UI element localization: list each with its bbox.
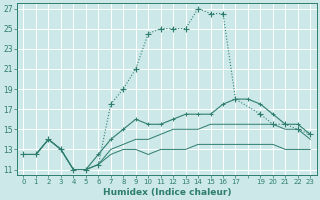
X-axis label: Humidex (Indice chaleur): Humidex (Indice chaleur)	[103, 188, 231, 197]
